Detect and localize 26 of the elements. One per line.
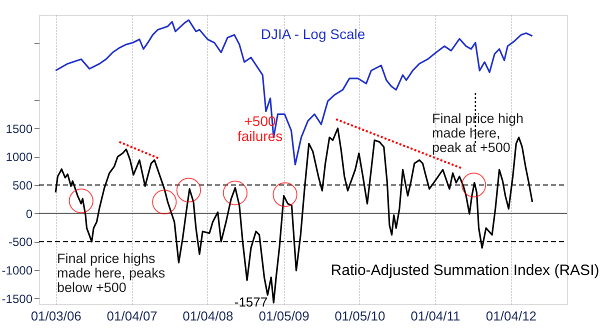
x-tick-label: 01/05/10 <box>334 308 386 324</box>
y-tick-label: -500 <box>8 235 33 250</box>
annotation: -1577 <box>234 294 268 310</box>
y-tick-label: -1500 <box>2 292 33 306</box>
y-tick-label: 1000 <box>6 150 33 164</box>
point <box>152 190 177 214</box>
y-tick-label: 0 <box>26 206 33 221</box>
line-series <box>54 19 534 166</box>
series-label: Ratio-Adjusted Summation Index (RASI) <box>330 262 600 279</box>
x-tick-label: 01/04/07 <box>106 308 158 324</box>
y-tick-label: 500 <box>12 178 33 192</box>
y-tick-label: 1500 <box>6 122 33 136</box>
point <box>272 182 298 207</box>
point <box>222 180 248 206</box>
annotation: Final price highs made here, peaks below +500 <box>57 251 166 295</box>
series-label: DJIA - Log Scale <box>260 26 366 42</box>
x-tick-label: 01/04/11 <box>410 308 460 324</box>
point <box>68 188 94 214</box>
x-tick-label: 01/03/06 <box>30 308 82 324</box>
x-tick-label: 01/04/08 <box>182 308 234 324</box>
point <box>176 178 202 202</box>
x-tick-label: 01/05/09 <box>258 308 310 324</box>
y-tick-label: -1000 <box>2 264 33 278</box>
point <box>461 172 486 198</box>
x-tick-label: 01/04/12 <box>486 308 537 324</box>
annotation: Final price high made here, peak at +500 <box>432 111 524 155</box>
